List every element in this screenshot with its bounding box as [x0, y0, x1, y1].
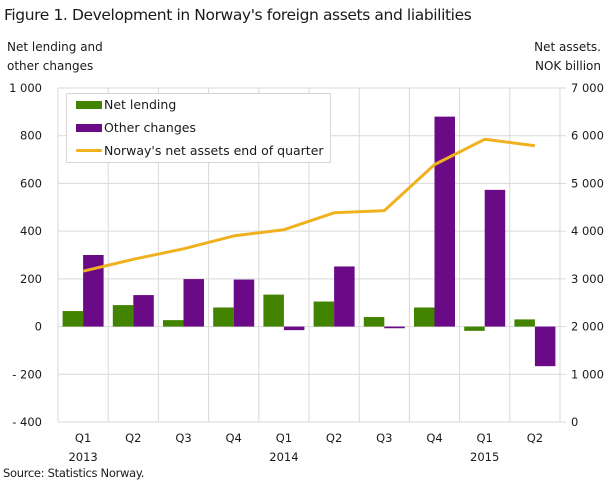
right-y-tick: 1 000 [571, 367, 604, 381]
right-y-tick: 4 000 [571, 224, 604, 238]
bar [133, 295, 154, 327]
right-axis-title-line2: NOK billion [534, 59, 601, 73]
right-axis-title-line1: Net assets. [534, 40, 601, 54]
left-axis-title-line2: other changes [7, 59, 94, 73]
legend-item-other-changes: Other changes [76, 120, 196, 135]
source-note: Source: Statistics Norway. [3, 466, 145, 480]
left-y-tick: 600 [20, 176, 42, 190]
bar [534, 326, 556, 367]
x-tick-label: Q4 [226, 431, 242, 445]
left-y-tick: 0 [35, 320, 42, 334]
bar [163, 320, 184, 327]
left-y-tick: - 200 [12, 367, 42, 381]
bar [263, 294, 284, 327]
left-y-tick: 400 [20, 224, 42, 238]
left-axis-title-line1: Net lending and [7, 40, 103, 54]
left-y-tick: - 400 [12, 415, 42, 429]
bar [313, 301, 335, 327]
left-y-tick: 1 000 [9, 81, 42, 95]
legend-item-net-lending: Net lending [76, 97, 176, 112]
right-y-tick: 6 000 [571, 129, 604, 143]
gridlines [57, 87, 566, 423]
right-y-tick: 7 000 [571, 81, 604, 95]
legend-label: Other changes [104, 120, 196, 135]
bar [233, 279, 255, 327]
x-tick-label: Q2 [125, 431, 141, 445]
x-tick-year-label: 2015 [470, 450, 499, 464]
bar [112, 305, 134, 327]
net-assets-line [82, 137, 536, 273]
x-tick-year-label: 2014 [269, 450, 298, 464]
bar [384, 326, 405, 329]
net-assets-line-swatch-icon [76, 149, 102, 152]
chart-title: Figure 1. Development in Norway's foreig… [4, 6, 472, 24]
bar [484, 189, 506, 327]
bar [62, 311, 84, 327]
bar [334, 266, 355, 327]
bar [183, 279, 204, 327]
right-y-tick: 0 [571, 415, 578, 429]
legend-item-net-assets: Norway's net assets end of quarter [76, 143, 324, 158]
right-y-tick: 2 000 [571, 320, 604, 334]
bar [363, 317, 385, 327]
x-tick-label: Q2 [527, 431, 543, 445]
bar [283, 326, 305, 331]
legend-label: Norway's net assets end of quarter [104, 143, 324, 158]
x-tick-label: Q4 [426, 431, 442, 445]
other-changes-swatch-icon [76, 123, 102, 132]
x-tick-year-label: 2013 [68, 450, 97, 464]
x-tick-label: Q2 [326, 431, 342, 445]
left-axis-title: Net lending and other changes [7, 38, 103, 76]
right-y-tick: 3 000 [571, 272, 604, 286]
x-tick-label: Q1 [477, 431, 493, 445]
x-tick-label: Q1 [75, 431, 91, 445]
x-tick-label: Q3 [376, 431, 392, 445]
right-axis-title: Net assets. NOK billion [534, 38, 601, 76]
left-y-tick: 800 [20, 129, 42, 143]
x-tick-label: Q1 [276, 431, 292, 445]
bar [83, 255, 104, 327]
x-tick-label: Q3 [175, 431, 191, 445]
chart-legend: Net lending Other changes Norway's net a… [66, 93, 331, 163]
legend-label: Net lending [104, 97, 177, 112]
bar [213, 307, 234, 327]
net-lending-swatch-icon [76, 100, 102, 109]
bars [62, 116, 556, 367]
left-y-tick: 200 [20, 272, 42, 286]
bar [464, 326, 485, 331]
bar [414, 307, 435, 327]
bar [514, 319, 535, 327]
right-y-tick: 5 000 [571, 176, 604, 190]
bar [434, 116, 455, 327]
